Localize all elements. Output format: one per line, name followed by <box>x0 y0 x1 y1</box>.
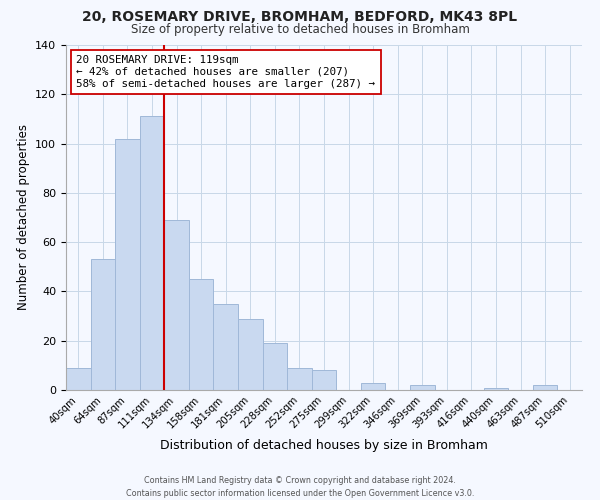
Text: Contains HM Land Registry data © Crown copyright and database right 2024.
Contai: Contains HM Land Registry data © Crown c… <box>126 476 474 498</box>
Bar <box>238 318 263 390</box>
Bar <box>263 343 287 390</box>
Bar <box>189 279 214 390</box>
Text: 20 ROSEMARY DRIVE: 119sqm
← 42% of detached houses are smaller (207)
58% of semi: 20 ROSEMARY DRIVE: 119sqm ← 42% of detac… <box>76 56 376 88</box>
Bar <box>533 385 557 390</box>
Bar <box>91 260 115 390</box>
Bar <box>214 304 238 390</box>
Bar <box>312 370 336 390</box>
Bar <box>287 368 312 390</box>
Bar <box>164 220 189 390</box>
Y-axis label: Number of detached properties: Number of detached properties <box>17 124 29 310</box>
Bar <box>410 385 434 390</box>
Bar <box>140 116 164 390</box>
X-axis label: Distribution of detached houses by size in Bromham: Distribution of detached houses by size … <box>160 439 488 452</box>
Bar <box>361 382 385 390</box>
Bar <box>484 388 508 390</box>
Bar <box>115 138 140 390</box>
Text: 20, ROSEMARY DRIVE, BROMHAM, BEDFORD, MK43 8PL: 20, ROSEMARY DRIVE, BROMHAM, BEDFORD, MK… <box>82 10 518 24</box>
Text: Size of property relative to detached houses in Bromham: Size of property relative to detached ho… <box>131 22 469 36</box>
Bar <box>66 368 91 390</box>
